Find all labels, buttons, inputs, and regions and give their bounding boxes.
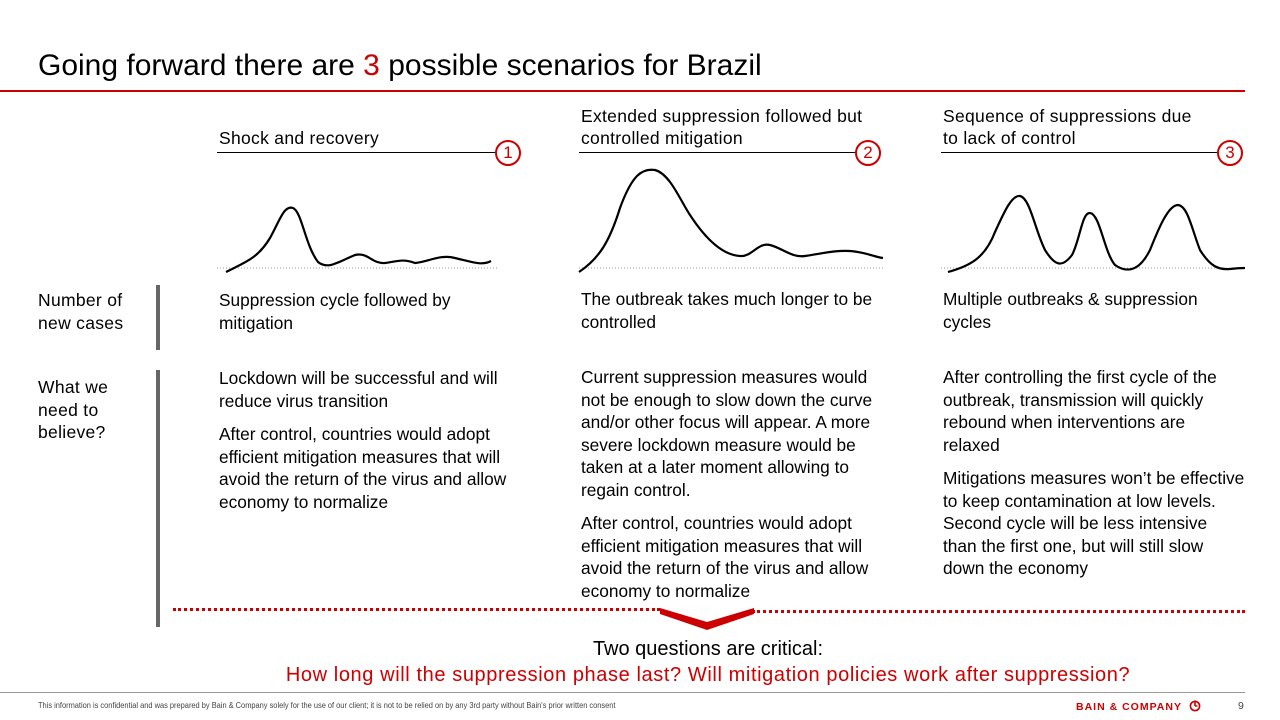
- scenario-3-description: Multiple outbreaks & suppression cycles: [943, 289, 1198, 332]
- scenario-1-description: Suppression cycle followed by mitigation: [219, 290, 451, 333]
- scenario-3-believe-para-2: Mitigations measures won’t be effective …: [943, 468, 1245, 578]
- scenario-2-believe: Current suppression measures would not b…: [581, 366, 881, 613]
- scenario-3-curve: [947, 194, 1246, 274]
- title-suffix: possible scenarios for Brazil: [379, 49, 762, 82]
- scenario-2-believe-para-1: Current suppression measures would not b…: [581, 367, 873, 500]
- row-divider-believe: [156, 370, 160, 627]
- page-title: Going forward there are 3 possible scena…: [38, 48, 762, 84]
- scenario-2-rule: [579, 152, 859, 153]
- scenario-3-believe: After controlling the first cycle of the…: [943, 366, 1245, 591]
- scenario-2-curve: [578, 168, 884, 273]
- row-divider-cases: [156, 285, 160, 350]
- scenario-1-believe-para-1: Lockdown will be successful and will red…: [219, 368, 498, 411]
- scenario-1-badge: 1: [495, 140, 521, 166]
- questions-main: How long will the suppression phase last…: [285, 664, 1131, 686]
- row-label-new-cases: Number of new cases: [38, 290, 124, 333]
- scenario-3-believe-para-1: After controlling the first cycle of the…: [943, 367, 1217, 455]
- separator-left: [173, 608, 660, 611]
- scenario-3-title: Sequence of suppressions due to lack of …: [943, 106, 1192, 148]
- scenario-2-believe-para-2: After control, countries would adopt eff…: [581, 513, 869, 601]
- scenario-1-believe-para-2: After control, countries would adopt eff…: [219, 424, 507, 512]
- row-label-believe: What we need to believe?: [38, 377, 109, 442]
- curves-illustration: [217, 168, 1246, 274]
- title-divider: [0, 90, 1245, 92]
- page-number: 9: [1238, 700, 1244, 712]
- logo-clock-icon: [1189, 700, 1201, 712]
- questions-intro: Two questions are critical:: [592, 638, 824, 660]
- scenario-2-title: Extended suppression followed but contro…: [581, 106, 863, 148]
- chevron-down-icon: [660, 608, 754, 630]
- title-number: 3: [363, 49, 380, 82]
- scenario-2-description: The outbreak takes much longer to be con…: [581, 289, 873, 332]
- separator-right: [752, 610, 1245, 613]
- scenario-1-title: Shock and recovery: [219, 128, 380, 148]
- scenario-1-curve: [225, 206, 492, 273]
- scenario-3-rule: [941, 152, 1219, 153]
- scenario-1-rule: [217, 152, 497, 153]
- footer-divider: [0, 692, 1245, 693]
- bain-logo: BAIN & COMPANY: [1076, 700, 1201, 713]
- scenario-2-badge: 2: [855, 140, 881, 166]
- logo-text: BAIN & COMPANY: [1076, 701, 1182, 713]
- scenario-3-badge: 3: [1217, 140, 1243, 166]
- scenario-1-believe: Lockdown will be successful and will red…: [219, 367, 519, 524]
- title-prefix: Going forward there are: [38, 49, 364, 82]
- footer-disclaimer: This information is confidential and was…: [38, 701, 616, 710]
